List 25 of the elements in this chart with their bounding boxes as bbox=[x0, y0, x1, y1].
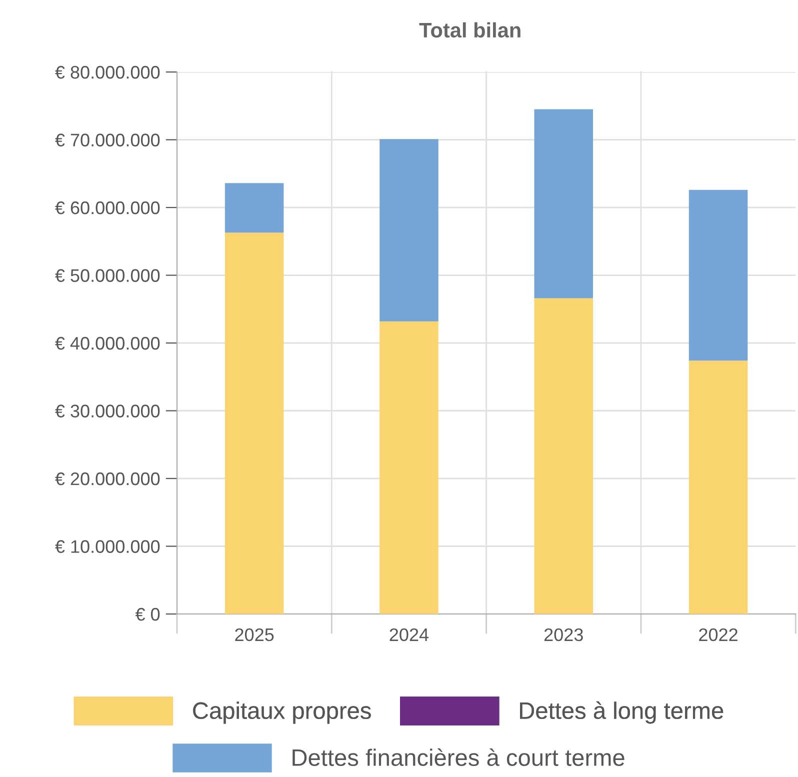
x-tick-label: 2023 bbox=[544, 628, 583, 642]
y-tick-label: € 30.000.000 bbox=[55, 404, 160, 418]
x-tick-label: 2022 bbox=[699, 628, 738, 642]
legend-label: Dettes à long terme bbox=[520, 701, 724, 724]
y-tick-label: € 60.000.000 bbox=[55, 201, 160, 214]
y-tick-label: € 80.000.000 bbox=[55, 66, 160, 79]
bar bbox=[380, 321, 438, 614]
bar bbox=[224, 183, 284, 233]
bar bbox=[534, 109, 594, 298]
y-tick-label: € 0 bbox=[135, 608, 160, 621]
bar bbox=[380, 139, 438, 322]
bar bbox=[688, 360, 748, 614]
x-tick-label: 2025 bbox=[235, 628, 274, 642]
y-tick-label: € 40.000.000 bbox=[55, 336, 160, 350]
chart-title: Total bilan bbox=[419, 22, 520, 38]
legend-label: Dettes financières à court terme bbox=[292, 748, 624, 766]
bar bbox=[224, 232, 284, 614]
legend-label: Capitaux propres bbox=[193, 702, 371, 724]
x-tick-label: 2024 bbox=[390, 628, 429, 642]
y-tick-label: € 20.000.000 bbox=[55, 472, 160, 486]
bar bbox=[688, 190, 748, 361]
y-tick-label: € 70.000.000 bbox=[55, 134, 160, 146]
y-tick-label: € 50.000.000 bbox=[55, 269, 160, 282]
bar bbox=[534, 298, 594, 614]
y-tick-label: € 10.000.000 bbox=[55, 540, 160, 553]
